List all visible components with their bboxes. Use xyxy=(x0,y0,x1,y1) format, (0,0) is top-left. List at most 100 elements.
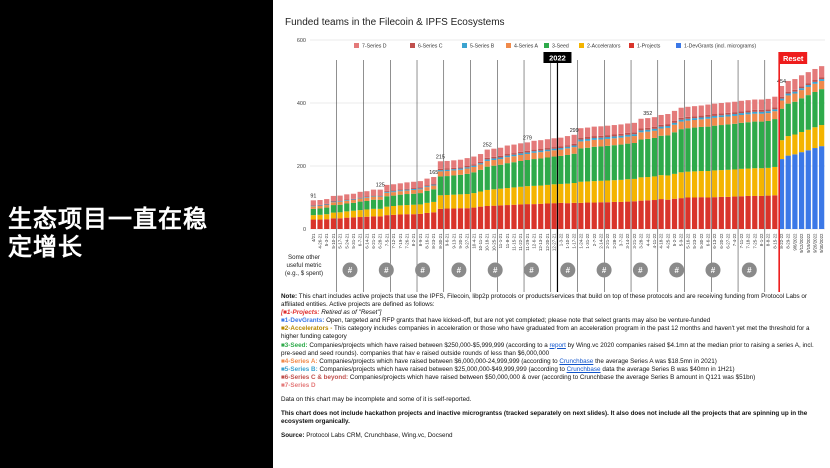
bar-segment xyxy=(544,151,551,158)
x-tick-label: 5-30-22 xyxy=(699,233,704,249)
bar-segment xyxy=(324,219,330,229)
bar-segment xyxy=(785,95,791,104)
bar-segment xyxy=(564,183,571,204)
x-tick-label: 11-22-21 xyxy=(518,233,523,251)
bar-segment xyxy=(812,68,818,81)
bar-segment xyxy=(491,189,497,206)
bar-segment xyxy=(390,184,397,191)
bar-segment xyxy=(344,200,350,201)
bar-segment xyxy=(564,203,571,229)
note-intro-text: This chart includes active projects that… xyxy=(281,293,807,309)
bar-segment xyxy=(551,148,557,151)
bar-segment xyxy=(404,214,410,229)
bar-segment xyxy=(671,120,678,123)
bar-segment xyxy=(712,117,718,126)
x-tick-label: 5-16-22 xyxy=(685,233,690,249)
bar-segment xyxy=(785,80,791,92)
bar-segment xyxy=(498,147,504,156)
bar-segment xyxy=(671,173,678,199)
bar-segment xyxy=(464,167,470,169)
bar-segment xyxy=(370,195,377,197)
bar-segment xyxy=(558,146,564,149)
bar-segment xyxy=(631,143,637,179)
bar-segment xyxy=(591,202,597,229)
x-tick-label: 12-20-21 xyxy=(545,233,550,251)
bar-segment xyxy=(712,115,718,118)
note-seed-report-link[interactable]: report xyxy=(549,341,566,349)
bar-segment xyxy=(658,135,664,176)
bar-segment xyxy=(584,202,591,229)
bar-segment xyxy=(518,153,524,155)
bar-segment xyxy=(812,148,818,229)
bar-segment xyxy=(397,183,403,190)
bar-segment xyxy=(805,86,811,96)
bar-segment xyxy=(611,134,617,137)
bar-segment xyxy=(558,155,564,184)
bar-segment xyxy=(685,171,691,198)
bar-segment xyxy=(645,129,651,132)
bar-segment xyxy=(518,143,524,152)
value-label: 279 xyxy=(523,135,532,141)
bar-segment xyxy=(531,204,537,229)
bar-segment xyxy=(691,118,698,121)
bar-segment xyxy=(511,187,517,205)
bar-segment xyxy=(638,128,644,131)
slide-title-line1: 生态项目一直在稳 xyxy=(8,205,208,233)
note-series-b-crunchbase-link[interactable]: Crunchbase xyxy=(566,365,601,373)
x-tick-label: 2-21-22 xyxy=(605,233,610,249)
bar-segment xyxy=(431,184,437,186)
bar-segment xyxy=(324,205,330,208)
bar-segment xyxy=(765,98,771,110)
bar-segment xyxy=(477,169,484,192)
bar-segment xyxy=(390,195,397,207)
bar-segment xyxy=(738,168,745,197)
value-label: 215 xyxy=(436,154,445,160)
bar-segment xyxy=(772,107,778,110)
bar-segment xyxy=(685,120,691,129)
bar-segment xyxy=(364,209,370,217)
bar-segment xyxy=(477,161,484,164)
bar-segment xyxy=(397,205,403,215)
x-tick-label: 4-11-22 xyxy=(652,233,657,248)
year-2022-badge xyxy=(543,52,572,63)
metric-symbol: # xyxy=(566,266,571,275)
bar-segment xyxy=(618,124,624,134)
value-label: 454 xyxy=(777,79,786,85)
bar-segment xyxy=(598,126,604,136)
value-label: 352 xyxy=(643,111,652,117)
x-tick-label: 2-7-22 xyxy=(592,233,597,246)
bar-segment xyxy=(765,109,771,112)
bar-segment xyxy=(390,206,397,215)
bar-segment xyxy=(337,212,343,219)
bar-segment xyxy=(484,206,490,229)
note-projects-text: Retired as of "Reset"] xyxy=(321,309,382,317)
bar-segment xyxy=(778,159,785,229)
bar-segment xyxy=(805,150,811,229)
bar-segment xyxy=(591,146,597,182)
bar-segment xyxy=(732,123,738,170)
bar-segment xyxy=(631,178,637,202)
bar-segment xyxy=(524,150,530,153)
bar-segment xyxy=(397,191,403,195)
bar-segment xyxy=(698,105,704,116)
legend-swatch-7 xyxy=(676,43,681,48)
metric-circle xyxy=(524,262,539,278)
x-tick-label: 8-16-21 xyxy=(425,233,430,249)
x-tick-label: 8-1-22 xyxy=(759,233,764,246)
note-intro-label: Note: xyxy=(281,293,298,300)
bar-segment xyxy=(819,89,825,126)
x-tick-label: 6-21-21 xyxy=(371,233,376,249)
bar-segment xyxy=(805,83,811,86)
bar-segment xyxy=(464,208,470,229)
bar-segment xyxy=(544,184,551,204)
note-seed-marker: ■3-Seed: xyxy=(281,341,308,349)
note-accelerators-marker: ■2-Accelerators - xyxy=(281,325,333,333)
bar-segment xyxy=(631,136,637,144)
bar-segment xyxy=(364,197,370,198)
bar-segment xyxy=(337,218,343,229)
note-source: Source: Protocol Labs CRM, Crunchbase, W… xyxy=(281,432,821,440)
metric-circle xyxy=(378,262,394,278)
metric-circle xyxy=(415,262,431,278)
note-series-a-crunchbase-link[interactable]: Crunchbase xyxy=(559,357,594,365)
bar-segment xyxy=(491,165,497,190)
